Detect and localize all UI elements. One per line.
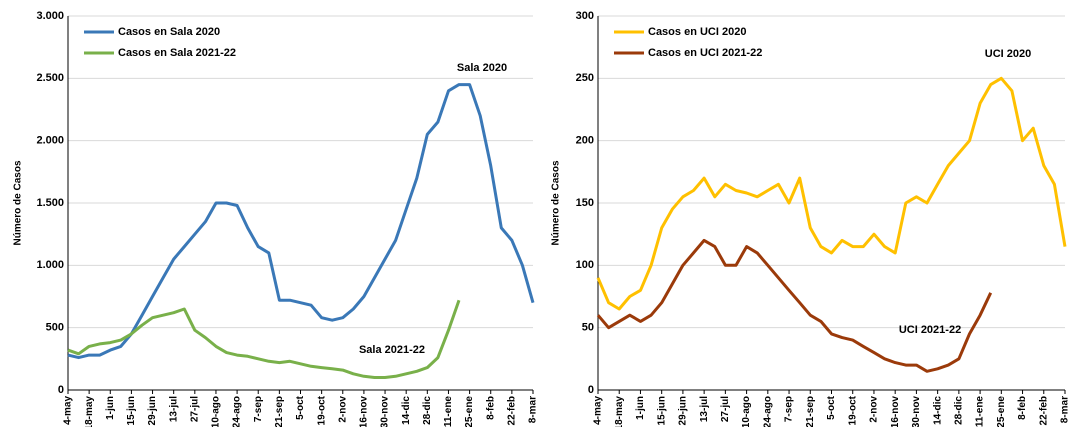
x-tick-label: 19-oct: [847, 395, 858, 425]
y-tick-label: 1.000: [36, 259, 64, 271]
annotation: UCI 2021-22: [899, 324, 961, 336]
x-tick-label: 18-may: [84, 396, 95, 427]
x-tick-label: 27-jul: [189, 396, 200, 422]
y-tick-label: 250: [576, 72, 594, 84]
x-tick-label: 4-may: [63, 396, 74, 425]
x-tick-label: 8-mar: [528, 396, 539, 423]
x-tick-label: 21-sep: [805, 396, 816, 427]
y-tick-label: 1.500: [36, 197, 64, 209]
x-tick-label: 15-jun: [656, 396, 667, 425]
x-tick-label: 22-feb: [1038, 396, 1049, 425]
x-tick-label: 25-ene: [464, 396, 475, 427]
x-tick-label: 10-ago: [211, 396, 222, 427]
y-tick-label: 100: [576, 259, 594, 271]
y-tick-label: 200: [576, 135, 594, 147]
y-tick-label: 300: [576, 10, 594, 22]
x-tick-label: 28-dic: [954, 396, 965, 425]
x-tick-label: 11-ene: [443, 396, 454, 427]
x-tick-label: 4-may: [593, 396, 604, 425]
x-tick-label: 24-ago: [232, 396, 243, 427]
y-tick-label: 500: [46, 322, 64, 334]
x-tick-label: 14-dic: [932, 396, 943, 425]
x-tick-label: 5-oct: [826, 395, 837, 420]
x-tick-label: 1-jun: [105, 396, 116, 420]
x-tick-label: 18-may: [614, 396, 625, 427]
annotation: UCI 2020: [985, 48, 1031, 60]
legend-label: Casos en UCI 2021-22: [648, 47, 762, 59]
x-tick-label: 30-nov: [380, 396, 391, 427]
x-tick-label: 8-mar: [1060, 396, 1068, 423]
y-axis-label: Número de Casos: [551, 160, 562, 245]
y-tick-label: 50: [582, 322, 594, 334]
legend-label: Casos en Sala 2021-22: [118, 47, 236, 59]
annotation: Sala 2021-22: [359, 344, 425, 356]
x-tick-label: 19-oct: [316, 395, 327, 425]
x-tick-label: 14-dic: [401, 396, 412, 425]
y-tick-label: 3.000: [36, 10, 64, 22]
y-tick-label: 150: [576, 197, 594, 209]
x-tick-label: 29-jun: [678, 396, 689, 425]
x-tick-label: 13-jul: [168, 396, 179, 422]
x-tick-label: 2-nov: [869, 396, 880, 423]
x-tick-label: 30-nov: [911, 396, 922, 427]
line-series: [67, 83, 535, 360]
y-tick-label: 2.500: [36, 72, 64, 84]
annotation: Sala 2020: [457, 62, 507, 74]
y-tick-label: 2.000: [36, 135, 64, 147]
x-tick-label: 27-jul: [720, 396, 731, 422]
x-tick-label: 24-ago: [762, 396, 773, 427]
y-tick-label: 0: [588, 384, 594, 396]
x-tick-label: 2-nov: [337, 396, 348, 423]
x-tick-label: 25-ene: [996, 396, 1007, 427]
x-tick-label: 5-oct: [295, 395, 306, 420]
x-tick-label: 7-sep: [784, 396, 795, 422]
line-series: [596, 238, 993, 373]
x-tick-label: 1-jun: [635, 396, 646, 420]
x-tick-label: 16-nov: [890, 396, 901, 427]
x-tick-label: 13-jul: [699, 396, 710, 422]
line-series: [67, 299, 461, 379]
x-tick-label: 8-feb: [485, 396, 496, 420]
legend-label: Casos en Sala 2020: [118, 26, 220, 38]
x-tick-label: 15-jun: [126, 396, 137, 425]
y-axis-label: Número de Casos: [13, 160, 24, 245]
x-tick-label: 8-feb: [1017, 396, 1028, 420]
y-tick-label: 0: [58, 384, 64, 396]
x-tick-label: 29-jun: [147, 396, 158, 425]
x-tick-label: 16-nov: [359, 396, 370, 427]
legend-label: Casos en UCI 2020: [648, 26, 746, 38]
x-tick-label: 11-ene: [975, 396, 986, 427]
x-tick-label: 10-ago: [741, 396, 752, 427]
x-tick-label: 28-dic: [422, 396, 433, 425]
line-series: [596, 76, 1067, 311]
x-tick-label: 7-sep: [253, 396, 264, 422]
x-tick-label: 22-feb: [507, 396, 518, 425]
x-tick-label: 21-sep: [274, 396, 285, 427]
